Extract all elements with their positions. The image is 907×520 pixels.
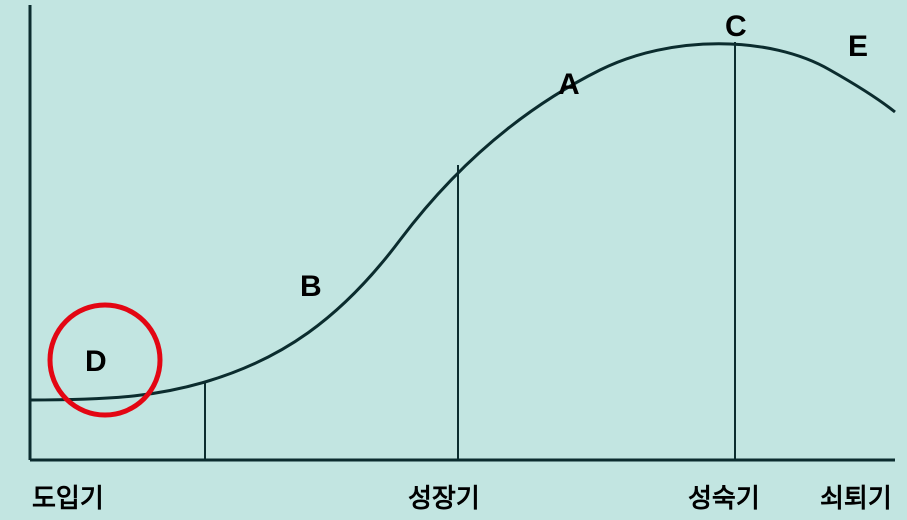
lifecycle-diagram: A B C D E 도입기 성장기 성숙기 쇠퇴기 xyxy=(0,0,907,520)
label-point-b: B xyxy=(300,270,322,304)
diagram-background xyxy=(0,0,907,520)
axis-label-growth: 성장기 xyxy=(408,478,480,515)
diagram-svg xyxy=(0,0,907,520)
label-point-e: E xyxy=(848,30,868,64)
axis-label-maturity: 성숙기 xyxy=(688,478,760,515)
axis-label-intro: 도입기 xyxy=(32,478,104,515)
label-point-a: A xyxy=(558,68,580,102)
label-point-c: C xyxy=(725,10,747,44)
axis-label-decline: 쇠퇴기 xyxy=(820,478,892,515)
label-point-d: D xyxy=(85,345,107,379)
